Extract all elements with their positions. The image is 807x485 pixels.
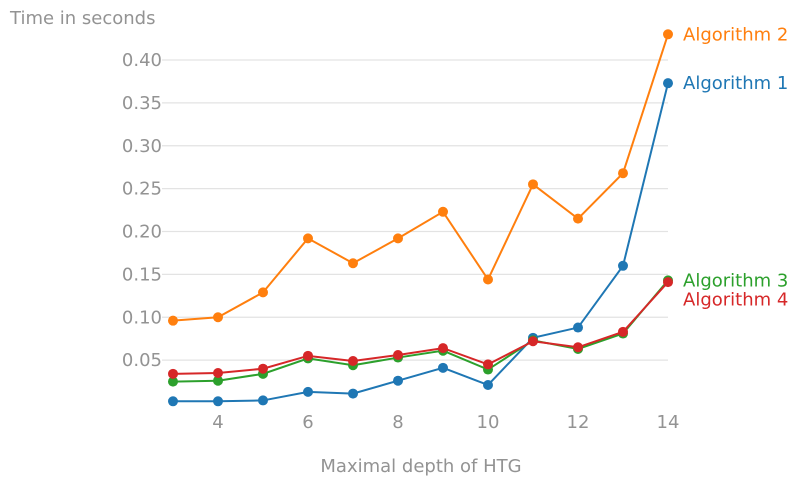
y-tick-label: 0.20 [122, 222, 162, 243]
series-line [172, 281, 669, 375]
x-tick-label: 8 [392, 412, 403, 433]
data-point [618, 326, 628, 337]
data-point [213, 312, 223, 323]
series-label: Algorithm 4 [683, 289, 788, 310]
y-tick-label: 0.10 [122, 307, 162, 328]
series-label: Algorithm 1 [683, 73, 788, 94]
y-tick-label: 0.40 [122, 50, 162, 71]
y-axis-ticks: 0.05 0.10 0.15 0.20 0.25 0.30 0.35 0.40 [122, 50, 162, 371]
data-point [348, 355, 358, 366]
data-point [573, 342, 583, 353]
grid [162, 59, 668, 361]
data-point [438, 362, 448, 373]
data-point [573, 322, 583, 333]
data-point [258, 395, 268, 406]
data-point [483, 379, 493, 390]
data-point [393, 233, 403, 244]
data-point [168, 368, 178, 379]
data-point [168, 396, 178, 407]
x-axis-title: Maximal depth of HTG [320, 456, 521, 477]
x-tick-label: 12 [567, 412, 590, 433]
series-line [172, 279, 669, 383]
y-tick-label: 0.30 [122, 136, 162, 157]
data-point [168, 315, 178, 326]
data-point [213, 375, 223, 386]
data-point [663, 277, 673, 288]
x-tick-label: 14 [657, 412, 680, 433]
data-point [438, 206, 448, 217]
data-point [393, 375, 403, 386]
data-point [573, 213, 583, 224]
x-tick-label: 4 [212, 412, 223, 433]
data-point [663, 29, 673, 40]
series-labels: Algorithm 2 Algorithm 1 Algorithm 3Algorit… [683, 24, 788, 310]
data-point [303, 233, 313, 244]
data-point [618, 168, 628, 179]
data-point [348, 258, 358, 269]
data-point [213, 396, 223, 407]
y-tick-label: 0.25 [122, 179, 162, 200]
series-algorithm-4 [168, 277, 673, 379]
y-axis-title: Time in seconds [9, 8, 155, 29]
x-tick-label: 10 [477, 412, 500, 433]
data-point [393, 349, 403, 360]
series-label: Algorithm 3 [683, 270, 788, 291]
data-point [528, 336, 538, 347]
data-point [618, 260, 628, 271]
series-algorithm-1 [168, 78, 673, 407]
series-algorithm-2 [168, 29, 673, 326]
y-tick-label: 0.05 [122, 350, 162, 371]
data-point [303, 386, 313, 397]
series-line [173, 82, 669, 403]
data-point [348, 388, 358, 399]
series-line [172, 33, 669, 322]
y-tick-label: 0.15 [122, 264, 162, 285]
data-point [483, 359, 493, 370]
data-point [258, 363, 268, 374]
data-point [258, 287, 268, 298]
data-point [663, 78, 673, 89]
data-point [213, 367, 223, 378]
data-point [303, 350, 313, 361]
series-group [168, 29, 673, 407]
data-point [438, 343, 448, 354]
data-point [528, 179, 538, 190]
data-point [483, 274, 493, 285]
x-axis-ticks: 4 6 8 10 12 14 [212, 412, 679, 433]
x-tick-label: 6 [302, 412, 313, 433]
y-tick-label: 0.35 [122, 93, 162, 114]
series-label: Algorithm 2 [683, 24, 788, 45]
data-point [168, 376, 178, 387]
